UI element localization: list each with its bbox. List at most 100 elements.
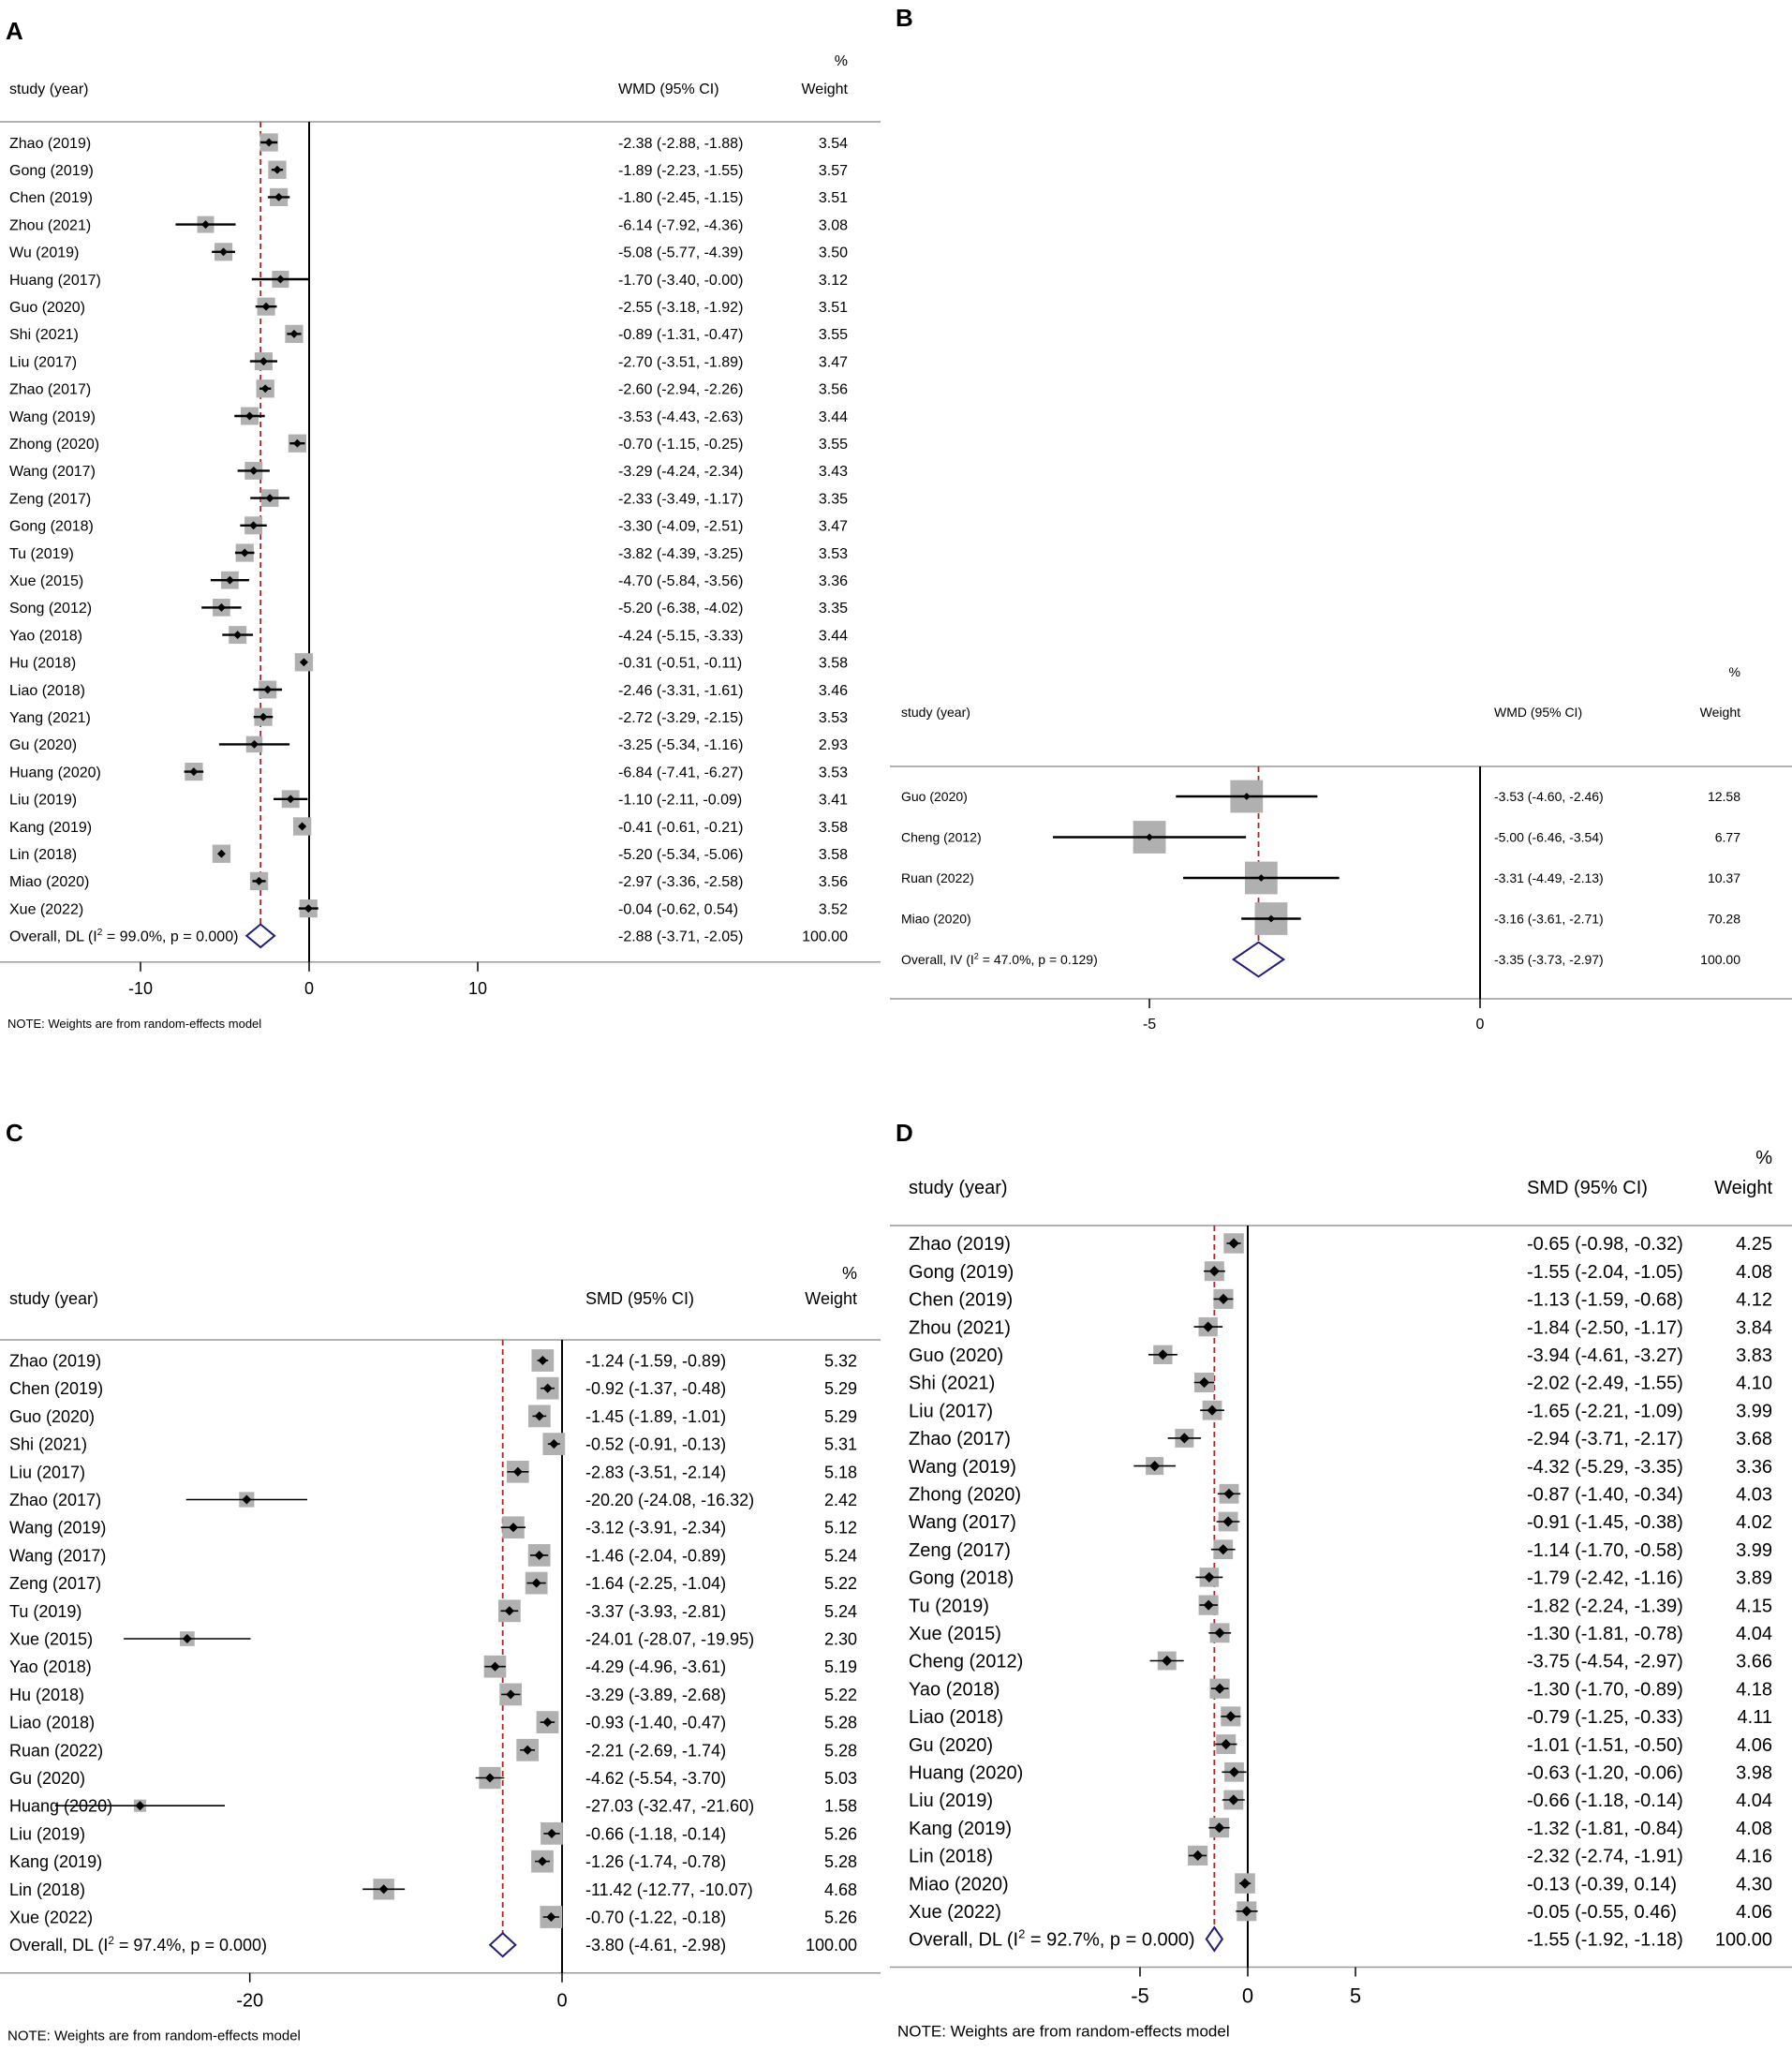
study-effect-ci: -2.70 (-3.51, -1.89) bbox=[618, 354, 743, 370]
study-weight: 6.77 bbox=[1715, 830, 1740, 845]
study-weight: 3.47 bbox=[819, 519, 848, 535]
study-label: Lin (2018) bbox=[9, 847, 77, 863]
study-point bbox=[304, 904, 313, 914]
x-tick-label: 0 bbox=[556, 1991, 567, 2012]
column-header-effect: SMD (95% CI) bbox=[585, 1289, 694, 1308]
study-effect-ci: -0.87 (-1.40, -0.34) bbox=[1527, 1485, 1683, 1506]
study-label: Kang (2019) bbox=[9, 820, 92, 836]
study-label: Guo (2020) bbox=[9, 1407, 95, 1426]
study-effect-ci: -1.65 (-2.21, -1.09) bbox=[1527, 1401, 1683, 1421]
overall-label: Overall, DL (I2 = 99.0%, p = 0.000) bbox=[9, 928, 238, 944]
study-effect-ci: -1.32 (-1.81, -0.84) bbox=[1527, 1819, 1683, 1839]
study-effect-ci: -5.20 (-5.34, -5.06) bbox=[618, 847, 743, 863]
study-effect-ci: -2.55 (-3.18, -1.92) bbox=[618, 300, 743, 316]
study-effect-ci: -4.70 (-5.84, -3.56) bbox=[618, 573, 743, 589]
study-label: Xue (2015) bbox=[9, 1629, 93, 1648]
study-point bbox=[1198, 1376, 1210, 1389]
study-label: Zeng (2017) bbox=[9, 1574, 101, 1593]
study-weight: 3.58 bbox=[819, 847, 848, 863]
column-header-weight: Weight bbox=[805, 1289, 857, 1308]
column-header-weight-pct: % bbox=[835, 53, 848, 69]
study-weight: 5.24 bbox=[824, 1602, 857, 1621]
study-label: Gu (2020) bbox=[9, 737, 77, 753]
overall-label: Overall, DL (I2 = 97.4%, p = 0.000) bbox=[9, 1935, 267, 1954]
overall-label-superscript: 2 bbox=[1018, 1927, 1025, 1941]
study-effect-ci: -4.32 (-5.29, -3.35) bbox=[1527, 1457, 1683, 1478]
study-weight: 3.89 bbox=[1736, 1568, 1772, 1589]
study-point bbox=[1178, 1433, 1190, 1444]
study-effect-ci: -2.60 (-2.94, -2.26) bbox=[618, 382, 743, 398]
study-effect-ci: -0.31 (-0.51, -0.11) bbox=[618, 656, 742, 672]
study-point bbox=[182, 1633, 192, 1644]
study-label: Miao (2020) bbox=[909, 1874, 1009, 1895]
overall-label-pre: Overall, DL (I bbox=[9, 929, 97, 945]
overall-label: Overall, DL (I2 = 92.7%, p = 0.000) bbox=[909, 1927, 1195, 1951]
study-weight: 5.22 bbox=[824, 1686, 857, 1704]
study-label: Shi (2021) bbox=[9, 1435, 87, 1454]
study-label: Gong (2019) bbox=[9, 163, 94, 179]
study-effect-ci: -6.14 (-7.92, -4.36) bbox=[618, 217, 743, 233]
study-weight: 3.08 bbox=[819, 217, 848, 233]
study-point bbox=[201, 220, 210, 230]
overall-label-pre: Overall, DL (I bbox=[9, 1936, 108, 1954]
study-label: Liu (2019) bbox=[9, 793, 77, 809]
study-label: Cheng (2012) bbox=[901, 830, 982, 845]
study-point bbox=[1239, 1878, 1251, 1889]
study-label: Zhong (2020) bbox=[9, 437, 99, 453]
study-effect-ci: -0.92 (-1.37, -0.48) bbox=[585, 1379, 726, 1398]
study-weight: 70.28 bbox=[1708, 912, 1740, 927]
study-effect-ci: -11.42 (-12.77, -10.07) bbox=[585, 1880, 753, 1899]
study-point bbox=[216, 602, 226, 612]
column-header-study: study (year) bbox=[909, 1178, 1008, 1198]
study-label: Guo (2020) bbox=[901, 789, 968, 804]
study-point bbox=[504, 1606, 514, 1616]
overall-label-post: = 92.7%, p = 0.000) bbox=[1025, 1930, 1194, 1951]
study-weight: 5.32 bbox=[824, 1351, 857, 1370]
study-point bbox=[225, 575, 234, 585]
study-point bbox=[506, 1689, 516, 1700]
study-label: Xue (2022) bbox=[9, 1908, 93, 1926]
study-effect-ci: -4.24 (-5.15, -3.33) bbox=[618, 628, 743, 644]
study-weight: 5.26 bbox=[824, 1908, 857, 1926]
study-effect-ci: -3.31 (-4.49, -2.13) bbox=[1494, 870, 1604, 885]
study-label: Zhong (2020) bbox=[909, 1485, 1021, 1506]
study-effect-ci: -1.26 (-1.74, -0.78) bbox=[585, 1852, 726, 1871]
study-label: Wang (2017) bbox=[9, 464, 96, 480]
study-effect-ci: -0.52 (-0.91, -0.13) bbox=[585, 1435, 726, 1454]
study-weight: 3.53 bbox=[819, 765, 848, 780]
overall-weight: 100.00 bbox=[806, 1936, 857, 1954]
study-point bbox=[378, 1884, 389, 1895]
study-weight: 3.56 bbox=[819, 382, 848, 398]
study-point bbox=[1192, 1850, 1204, 1861]
study-weight: 4.08 bbox=[1736, 1819, 1772, 1839]
study-effect-ci: -0.13 (-0.39, 0.14) bbox=[1527, 1874, 1677, 1895]
study-weight: 4.02 bbox=[1736, 1512, 1772, 1533]
footnote: NOTE: Weights are from random-effects mo… bbox=[7, 1017, 261, 1031]
study-effect-ci: -2.38 (-2.88, -1.88) bbox=[618, 136, 743, 152]
study-label: Guo (2020) bbox=[9, 300, 85, 316]
study-effect-ci: -0.05 (-0.55, 0.46) bbox=[1527, 1902, 1677, 1923]
study-label: Liao (2018) bbox=[9, 1714, 95, 1732]
study-label: Zhao (2017) bbox=[9, 1491, 101, 1509]
x-tick-label: -20 bbox=[236, 1991, 263, 2012]
study-weight: 3.68 bbox=[1736, 1429, 1772, 1449]
study-point bbox=[1203, 1599, 1214, 1611]
study-effect-ci: -0.70 (-1.15, -0.25) bbox=[618, 437, 743, 453]
overall-label-superscript: 2 bbox=[108, 1935, 114, 1947]
study-label: Tu (2019) bbox=[9, 546, 74, 562]
study-effect-ci: -0.93 (-1.40, -0.47) bbox=[585, 1714, 726, 1732]
study-weight: 4.25 bbox=[1736, 1234, 1772, 1255]
x-tick-label: 5 bbox=[1350, 1984, 1361, 2008]
study-point bbox=[490, 1661, 500, 1672]
study-weight: 3.51 bbox=[819, 190, 848, 206]
column-header-effect: WMD (95% CI) bbox=[1494, 705, 1582, 720]
study-effect-ci: -27.03 (-32.47, -21.60) bbox=[585, 1797, 754, 1816]
study-effect-ci: -5.08 (-5.77, -4.39) bbox=[618, 245, 743, 261]
column-header-study: study (year) bbox=[901, 705, 970, 720]
study-point bbox=[546, 1828, 557, 1838]
study-effect-ci: -0.79 (-1.25, -0.33) bbox=[1527, 1707, 1683, 1728]
study-effect-ci: -1.10 (-2.11, -0.09) bbox=[618, 793, 742, 809]
